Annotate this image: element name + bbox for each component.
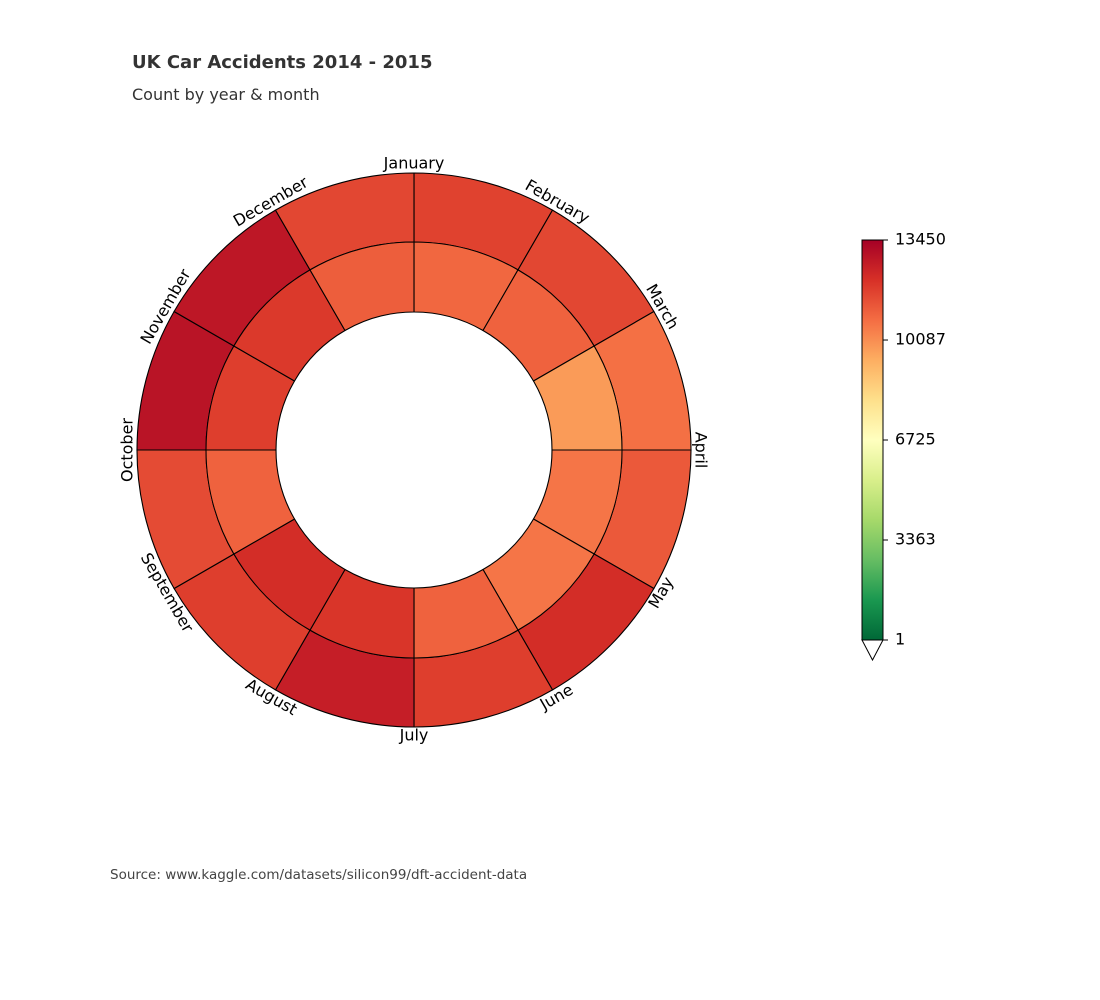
colorbar-extend-arrow <box>861 639 884 662</box>
colorbar-tick-label: 10087 <box>895 330 946 349</box>
ring-segment-inner-december <box>309 241 415 332</box>
colorbar-tick-label: 3363 <box>895 530 936 549</box>
colorbar: 13450 10087 6725 3363 1 <box>861 230 946 662</box>
source-note: Source: www.kaggle.com/datasets/silicon9… <box>110 867 528 883</box>
month-label-january: January <box>383 154 445 173</box>
colorbar-bar <box>861 239 884 641</box>
colorbar-tick-label: 1 <box>895 630 905 649</box>
month-label-july: July <box>399 726 429 745</box>
month-label-april: April <box>692 432 711 469</box>
ring-segments <box>136 172 692 728</box>
colorbar-tick-label: 13450 <box>895 230 946 249</box>
colorbar-tick-label: 6725 <box>895 430 936 449</box>
chart-subtitle: Count by year & month <box>132 85 320 104</box>
month-label-october: October <box>118 418 137 482</box>
chart-title: UK Car Accidents 2014 - 2015 <box>132 52 433 73</box>
